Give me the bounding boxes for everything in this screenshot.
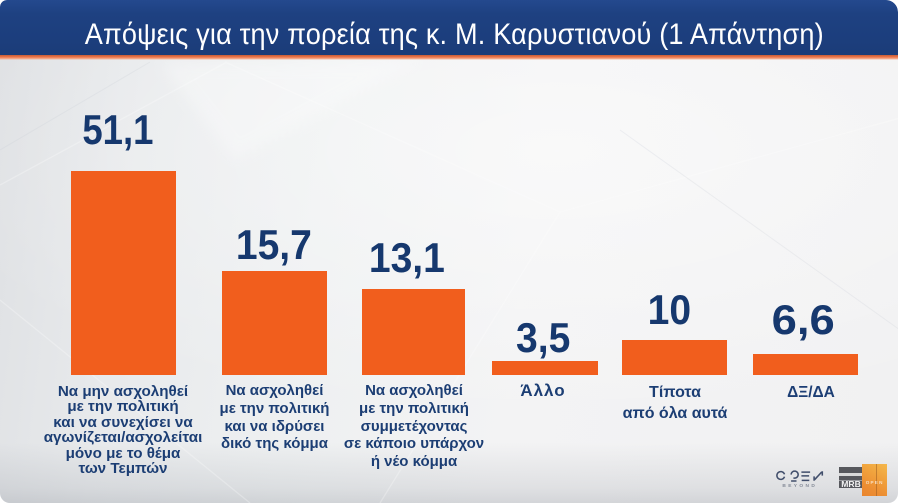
svg-text:BEYOND: BEYOND <box>782 483 817 489</box>
